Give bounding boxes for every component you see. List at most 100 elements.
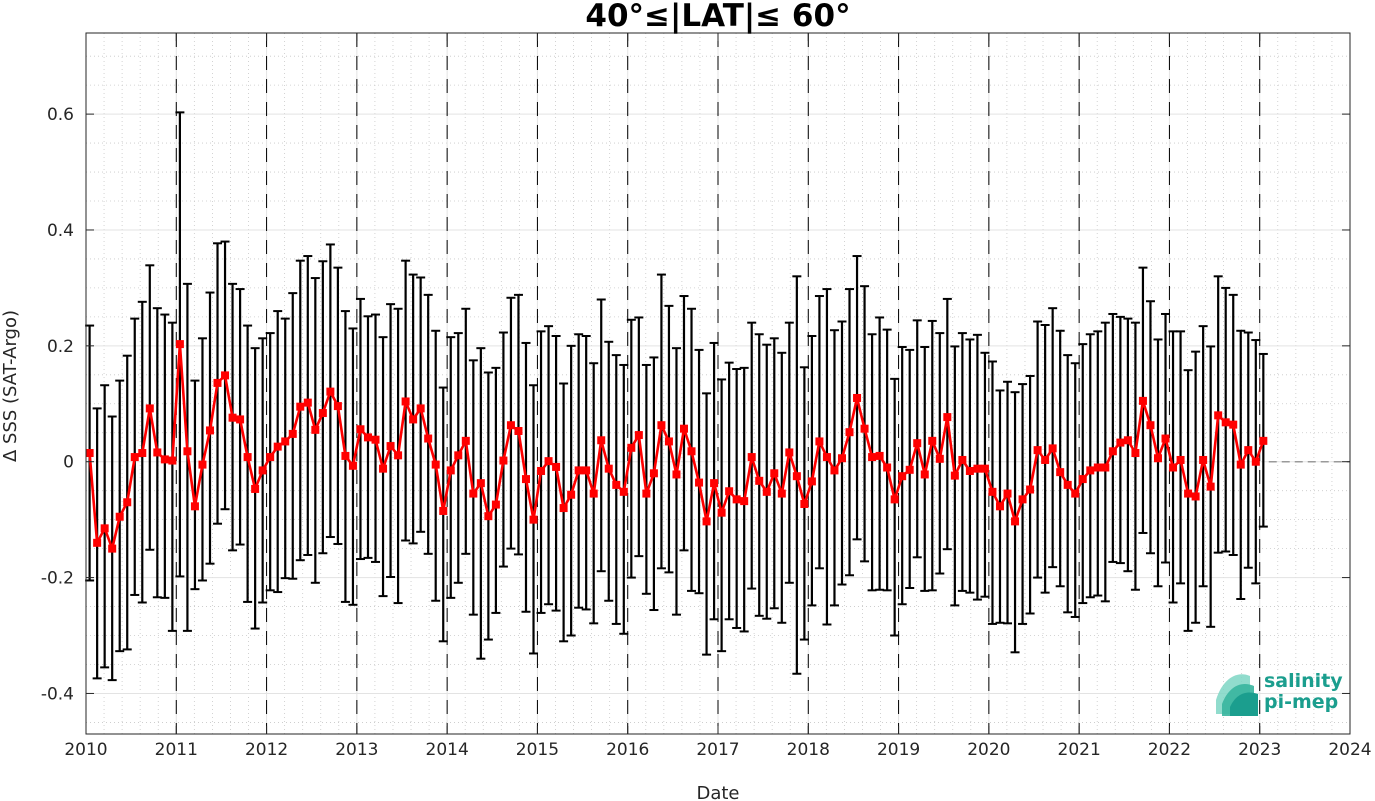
data-point-marker (1138, 396, 1147, 405)
data-point-marker (1221, 418, 1230, 427)
data-point-marker (228, 413, 237, 422)
data-point-marker (634, 431, 643, 440)
data-point-marker (379, 464, 388, 473)
data-point-marker (830, 466, 839, 475)
data-point-marker (454, 451, 463, 460)
data-point-marker (153, 448, 162, 457)
data-point-marker (318, 409, 327, 418)
logo-text-line2: pi-mep (1264, 691, 1338, 713)
data-point-marker (394, 451, 403, 460)
data-point-marker (1071, 489, 1080, 498)
data-point-marker (439, 506, 448, 515)
data-point-marker (544, 457, 553, 466)
data-point-marker (529, 515, 538, 524)
data-point-marker (717, 508, 726, 517)
data-point-marker (1123, 436, 1132, 445)
data-point-marker (93, 538, 102, 547)
data-point-marker (1236, 460, 1245, 469)
data-point-marker (243, 453, 252, 462)
y-tick-label: 0.4 (47, 221, 74, 241)
data-point-marker (868, 453, 877, 462)
data-point-marker (687, 447, 696, 456)
data-point-marker (138, 449, 147, 458)
data-point-marker (1041, 455, 1050, 464)
data-point-marker (943, 413, 952, 422)
data-point-marker (762, 487, 771, 496)
x-tick-label: 2019 (877, 740, 920, 760)
data-point-marker (1056, 468, 1065, 477)
x-tick-label: 2014 (426, 740, 469, 760)
data-point-marker (123, 498, 132, 507)
data-point-marker (145, 404, 154, 413)
data-point-marker (740, 497, 749, 506)
data-point-marker (491, 500, 500, 509)
data-point-marker (755, 476, 764, 485)
data-point-marker (702, 517, 711, 526)
data-point-marker (815, 437, 824, 446)
data-point-marker (552, 462, 561, 471)
data-point-marker (883, 463, 892, 472)
x-tick-label: 2013 (335, 740, 378, 760)
data-point-marker (499, 456, 508, 465)
data-point-marker (1086, 466, 1095, 475)
y-tick-label: 0.2 (47, 337, 74, 357)
data-point-marker (732, 495, 741, 504)
data-point-marker (1259, 436, 1268, 445)
data-point-marker (303, 398, 312, 407)
data-point-marker (973, 464, 982, 473)
data-point-marker (251, 484, 260, 493)
x-axis-ticks: 2010 2011 2012 2013 2014 2015 2016 2017 2018 2019… (64, 33, 1372, 760)
data-point-marker (1199, 455, 1208, 464)
data-point-marker (416, 404, 425, 413)
data-point-marker (559, 504, 568, 513)
data-point-marker (108, 544, 117, 553)
data-point-marker (1003, 489, 1012, 498)
x-tick-label: 2010 (64, 740, 107, 760)
data-point-marker (311, 425, 320, 434)
data-point-marker (1093, 463, 1102, 472)
data-point-marker (1078, 475, 1087, 484)
data-point-marker (785, 448, 794, 457)
data-point-marker (1063, 480, 1072, 489)
data-point-marker (657, 421, 666, 430)
x-tick-label: 2022 (1148, 740, 1191, 760)
wave-logo-icon (1216, 674, 1258, 716)
data-point-marker (1214, 411, 1223, 420)
x-tick-label: 2020 (967, 740, 1010, 760)
data-point-marker (175, 340, 184, 349)
data-point-marker (401, 397, 410, 406)
data-point-marker (1108, 447, 1117, 456)
data-point-marker (221, 371, 230, 380)
data-point-marker (348, 461, 357, 470)
data-point-marker (190, 502, 199, 511)
data-point-marker (574, 466, 583, 475)
data-point-marker (213, 378, 222, 387)
data-point-marker (1206, 482, 1215, 491)
data-point-marker (913, 439, 922, 448)
data-point-marker (288, 429, 297, 438)
x-tick-label: 2023 (1238, 740, 1281, 760)
data-point-marker (258, 466, 267, 475)
data-point-marker (1244, 446, 1253, 455)
data-point-marker (236, 415, 245, 424)
data-point-marker (198, 460, 207, 469)
y-tick-label: 0 (63, 453, 74, 473)
data-point-marker (875, 451, 884, 460)
data-point-marker (1048, 444, 1057, 453)
data-point-marker (890, 495, 899, 504)
data-point-marker (935, 454, 944, 463)
data-point-marker (1033, 446, 1042, 455)
data-point-marker (980, 464, 989, 473)
data-point-marker (845, 428, 854, 437)
data-point-marker (950, 471, 959, 480)
data-point-marker (386, 442, 395, 451)
x-tick-label: 2018 (787, 740, 830, 760)
data-point-marker (965, 466, 974, 475)
data-point-marker (988, 487, 997, 496)
y-tick-label: -0.4 (41, 684, 74, 704)
data-point-marker (860, 424, 869, 433)
data-point-marker (326, 387, 335, 396)
x-tick-label: 2021 (1058, 740, 1101, 760)
x-tick-label: 2016 (606, 740, 649, 760)
x-axis-label: Date (696, 783, 739, 801)
